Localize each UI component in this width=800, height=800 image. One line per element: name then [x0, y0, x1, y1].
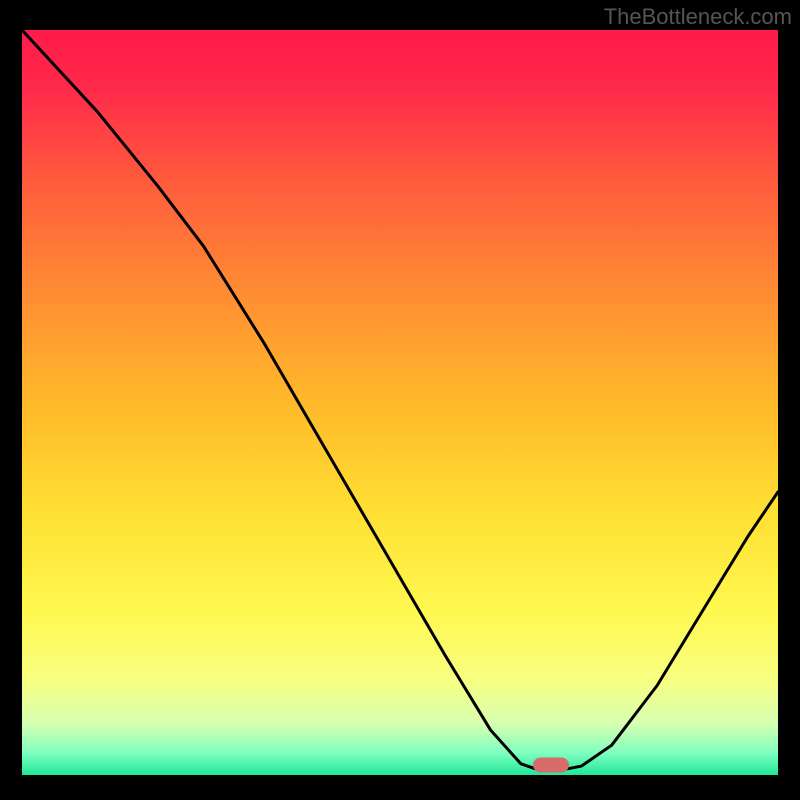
plot-area	[22, 30, 778, 775]
frame-right	[778, 0, 800, 800]
frame-left	[0, 0, 22, 800]
frame-bottom	[0, 775, 800, 800]
bottleneck-curve	[22, 30, 778, 769]
curve-layer	[22, 30, 778, 775]
optimal-marker	[533, 757, 569, 772]
bottleneck-chart: TheBottleneck.com	[0, 0, 800, 800]
watermark-text: TheBottleneck.com	[604, 4, 792, 30]
